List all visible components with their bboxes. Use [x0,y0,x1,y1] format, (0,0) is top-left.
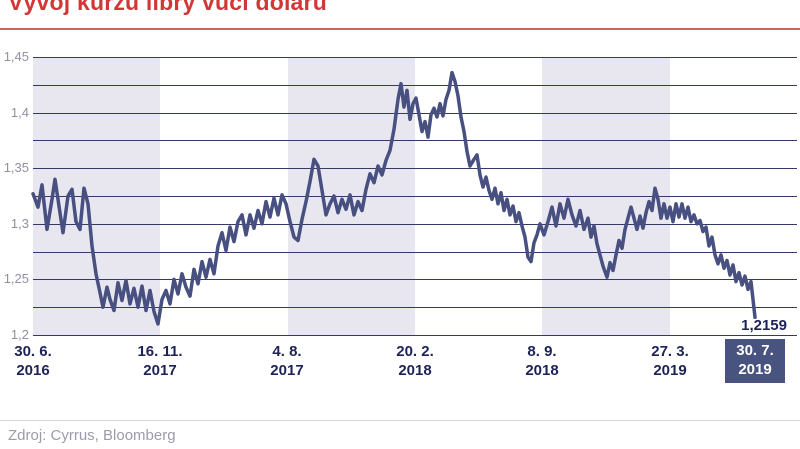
price-line [31,70,757,326]
x-axis-label: 8. 9. 2018 [497,342,587,380]
gridline [33,84,797,86]
x-axis-label: 27. 3. 2019 [625,342,715,380]
gridline [33,279,797,281]
x-axis-label-date: 16. 11. [137,343,183,360]
y-axis-label: 1,45 [3,49,29,64]
y-axis-label: 1,3 [10,215,29,231]
x-axis-label-date: 27. 3. [651,343,689,360]
x-axis-label: 16. 11. 2017 [115,342,205,380]
x-axis-label: 30. 6. 2016 [0,342,78,380]
footer-divider [0,420,800,421]
gridline [33,140,797,142]
gridline [33,307,797,309]
x-axis-label-year: 2016 [16,362,50,379]
gridline [33,223,797,225]
x-axis-label-highlighted: 30. 7. 2019 [725,339,785,383]
x-axis-label-year: 2017 [270,362,304,379]
y-axis-label: 1,25 [3,271,29,287]
x-axis-label-year: 2018 [525,362,559,379]
last-value-label: 1,2159 [741,317,787,334]
x-axis-label-date: 30. 6. [14,343,52,360]
x-axis-label: 4. 8. 2017 [242,342,332,380]
gridline [33,57,797,58]
title-divider [0,28,800,30]
gridline [33,168,797,170]
x-axis-label-year: 2019 [738,361,772,378]
page-title: Vývoj kurzu libry vůči dolaru [8,0,327,15]
gridline [33,196,797,197]
y-axis-label: 1,2 [10,327,29,342]
x-axis-label-year: 2017 [143,362,177,379]
y-axis-label: 1,4 [10,104,29,120]
gridline [33,112,797,114]
x-axis-label: 20. 2. 2018 [370,342,460,380]
x-axis-label-year: 2019 [653,362,687,379]
y-axis-label: 1,35 [3,160,29,176]
gridline [33,251,797,253]
x-axis-label-year: 2018 [398,362,432,379]
x-axis-label-date: 4. 8. [272,343,302,360]
x-axis-label-date: 30. 7. [736,342,774,359]
x-axis-label-date: 20. 2. [396,343,434,360]
source-credit: Zdroj: Cyrrus, Bloomberg [8,427,176,444]
gridline [33,335,797,336]
x-axis-label-date: 8. 9. [527,343,557,360]
